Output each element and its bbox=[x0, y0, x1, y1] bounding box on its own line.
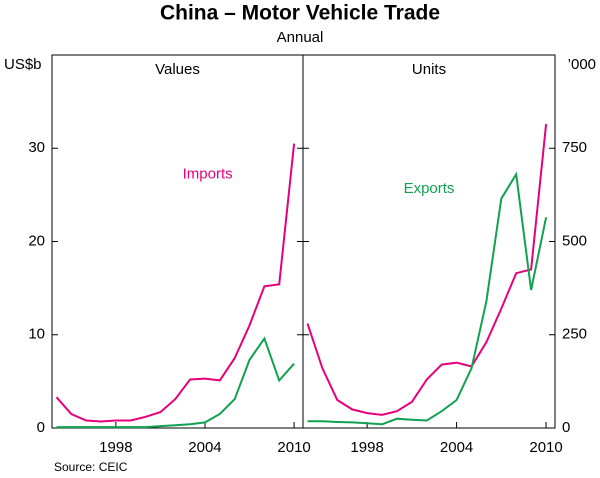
panel-title: Units bbox=[412, 61, 446, 78]
x-tick-label: 2004 bbox=[440, 439, 473, 456]
y-tick-label: 30 bbox=[28, 139, 45, 156]
y-tick-label: 0 bbox=[562, 419, 570, 436]
x-tick-label: 1998 bbox=[99, 439, 132, 456]
y-axis-label: US$b bbox=[4, 56, 42, 73]
y-tick-label: 20 bbox=[28, 232, 45, 249]
series-line bbox=[306, 123, 548, 416]
series-line bbox=[307, 171, 548, 426]
series-line bbox=[55, 143, 296, 423]
series-line bbox=[56, 336, 295, 429]
y-tick-label: 750 bbox=[562, 139, 587, 156]
series-label: Imports bbox=[183, 165, 233, 182]
series-label: Exports bbox=[404, 180, 455, 197]
y-tick-label: 250 bbox=[562, 326, 587, 343]
x-tick-label: 2004 bbox=[188, 439, 221, 456]
x-tick-label: 2010 bbox=[529, 439, 562, 456]
y-tick-label: 500 bbox=[562, 232, 587, 249]
chart-subtitle: Annual bbox=[277, 29, 324, 46]
y-axis-label: ’000 bbox=[568, 56, 596, 73]
y-tick-label: 10 bbox=[28, 326, 45, 343]
chart-title: China – Motor Vehicle Trade bbox=[160, 2, 440, 25]
panel-title: Values bbox=[155, 61, 200, 78]
x-tick-label: 2010 bbox=[277, 439, 310, 456]
source: Source: CEIC bbox=[54, 460, 128, 474]
y-tick-label: 0 bbox=[37, 419, 45, 436]
x-tick-label: 1998 bbox=[350, 439, 383, 456]
